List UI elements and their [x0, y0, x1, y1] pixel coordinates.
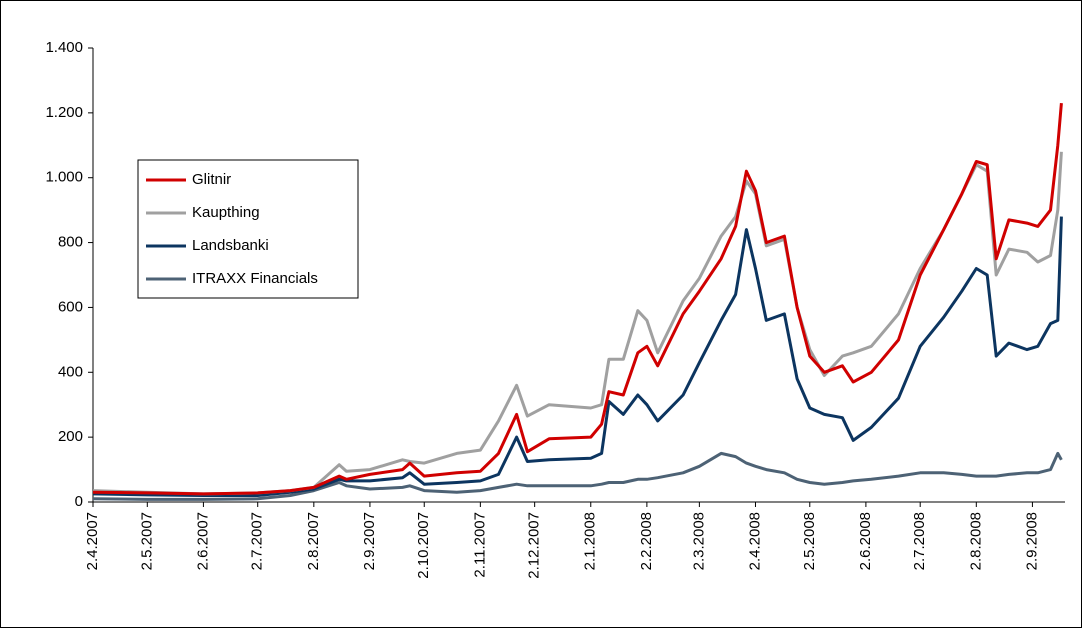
x-tick-label: 2.11.2007	[471, 512, 488, 578]
legend-label: ITRAXX Financials	[192, 270, 318, 287]
x-tick-label: 2.9.2008	[1023, 512, 1040, 570]
x-tick-label: 2.10.2007	[415, 512, 432, 579]
x-tick-label: 2.4.2008	[746, 512, 763, 570]
x-tick-label: 2.6.2008	[857, 512, 874, 570]
x-tick-label: 2.6.2007	[194, 512, 211, 570]
x-tick-label: 2.7.2007	[249, 512, 266, 570]
y-tick-label: 1.400	[45, 39, 83, 56]
x-tick-label: 2.12.2007	[526, 512, 543, 579]
x-tick-label: 2.9.2007	[361, 512, 378, 570]
x-tick-label: 2.8.2008	[967, 512, 984, 570]
y-tick-label: 200	[58, 428, 83, 445]
y-tick-label: 1.200	[45, 104, 83, 121]
x-tick-label: 2.3.2008	[690, 512, 707, 570]
legend-box	[137, 159, 359, 299]
legend-label: Kaupthing	[192, 204, 260, 221]
legend-label: Landsbanki	[192, 237, 269, 254]
x-tick-label: 2.5.2008	[801, 512, 818, 570]
x-tick-label: 2.4.2007	[84, 512, 101, 570]
y-tick-label: 1.000	[45, 169, 83, 186]
y-tick-label: 800	[58, 234, 83, 251]
x-tick-label: 2.2.2008	[638, 512, 655, 570]
line-series	[92, 451, 1063, 501]
y-tick-label: 400	[58, 363, 83, 380]
legend-label: Glitnir	[192, 171, 231, 188]
line-series	[92, 216, 1063, 497]
x-tick-label: 2.8.2007	[305, 512, 322, 570]
x-tick-label: 2.5.2007	[138, 512, 155, 570]
line-series	[92, 102, 1063, 496]
y-tick-label: 600	[58, 298, 83, 315]
y-tick-label: 0	[75, 493, 83, 510]
x-tick-label: 2.7.2008	[911, 512, 928, 570]
x-tick-label: 2.1.2008	[582, 512, 599, 570]
